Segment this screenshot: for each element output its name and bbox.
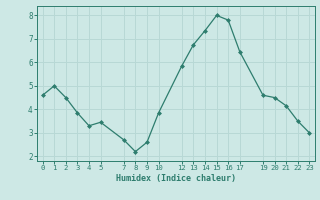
- X-axis label: Humidex (Indice chaleur): Humidex (Indice chaleur): [116, 174, 236, 183]
